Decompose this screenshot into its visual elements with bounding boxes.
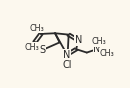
Text: CH₃: CH₃ [29,24,44,33]
Text: CH₃: CH₃ [24,43,39,52]
Text: N: N [74,35,82,45]
Text: CH₃: CH₃ [92,37,106,46]
Text: Cl: Cl [62,60,72,70]
Text: CH₃: CH₃ [100,49,114,58]
Text: N: N [93,44,100,54]
Text: N: N [63,50,71,60]
Text: S: S [39,45,45,55]
